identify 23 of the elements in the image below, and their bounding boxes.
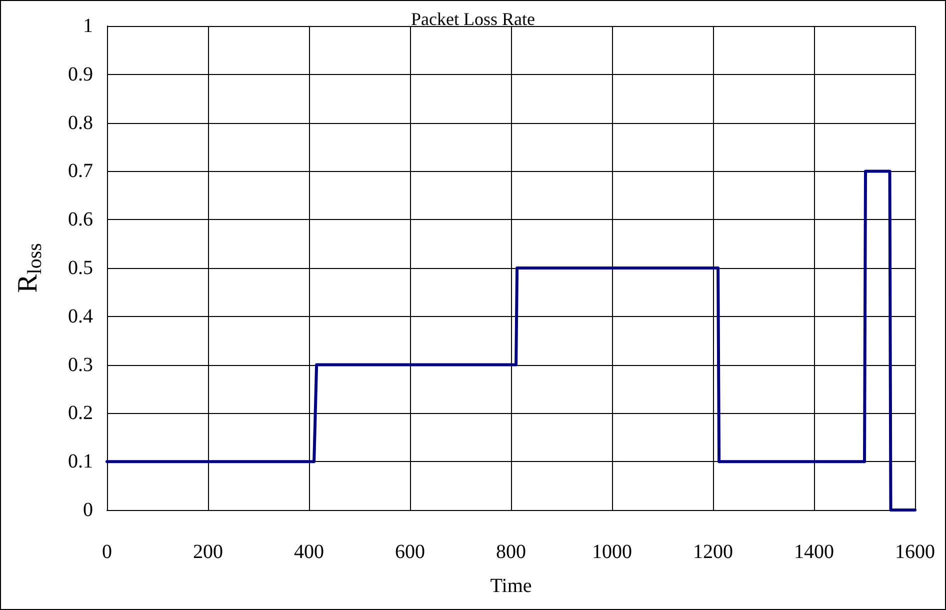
y-tick-label: 0.1 [68,450,93,473]
y-tick-label: 1 [83,15,93,37]
x-tick-label: 400 [294,541,324,563]
y-tick-label: 0.5 [68,257,93,279]
x-tick-label: 1600 [895,541,935,563]
x-tick-label: 800 [496,541,526,563]
y-tick-label: 0.7 [68,160,93,182]
x-axis-title: Time [490,575,532,597]
y-tick-label: 0.4 [68,305,93,328]
x-tick-label: 1000 [592,541,632,563]
x-tick-label: 0 [102,541,112,563]
chart-title: Packet Loss Rate [411,9,535,29]
y-axis-title: Rloss [12,242,46,293]
y-tick-label: 0.3 [68,354,93,376]
x-tick-label: 1200 [693,541,733,563]
y-tick-label: 0.8 [68,112,93,134]
x-tick-label: 1400 [794,541,834,563]
y-tick-label: 0.6 [68,208,93,231]
y-tick-label: 0.9 [68,63,93,86]
y-tick-label: 0 [83,499,93,521]
y-tick-label: 0.2 [68,402,93,424]
x-tick-label: 200 [193,541,223,563]
x-tick-label: 600 [395,541,425,563]
